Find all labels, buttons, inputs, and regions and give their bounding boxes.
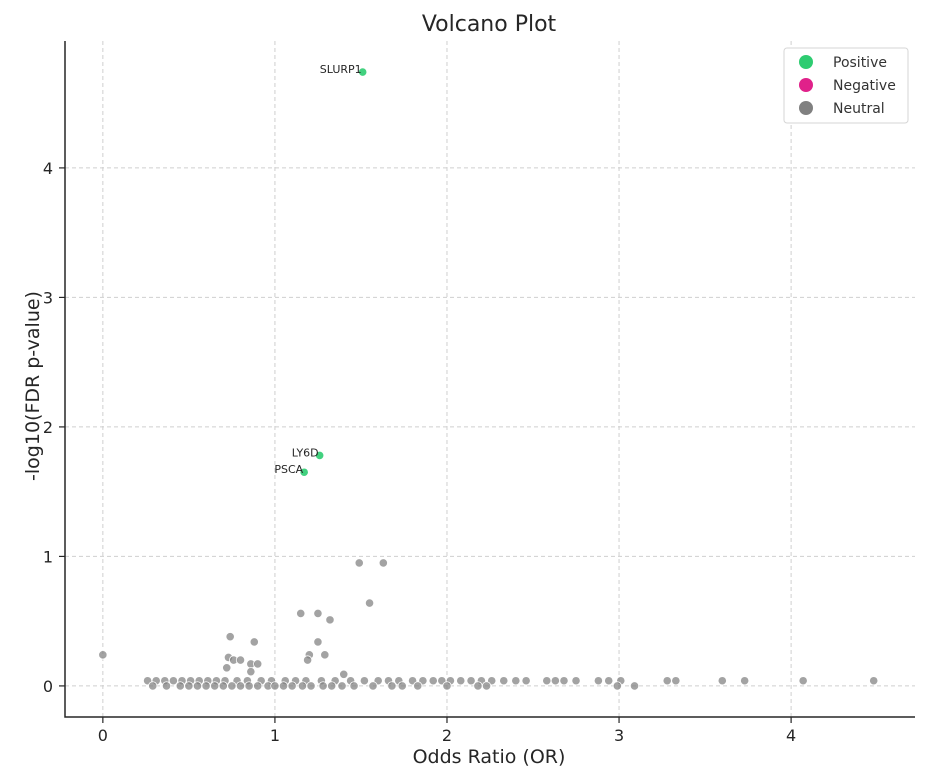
point-neutral	[235, 681, 246, 691]
point-neutral	[306, 681, 316, 691]
point-neutral	[428, 676, 438, 686]
point-neutral	[303, 655, 313, 665]
point-neutral	[339, 669, 349, 679]
point-neutral	[413, 681, 423, 691]
point-neutral	[313, 608, 323, 618]
point-neutral	[359, 676, 369, 686]
point-neutral	[368, 681, 378, 691]
x-tick-label: 3	[614, 726, 624, 745]
point-neutral	[287, 681, 297, 691]
point-positive	[358, 67, 368, 77]
point-neutral	[98, 650, 108, 660]
y-tick-label: 1	[43, 547, 53, 566]
x-tick-label: 1	[270, 726, 280, 745]
y-axis-label: -log10(FDR p-value)	[22, 291, 44, 481]
legend-frame	[783, 47, 909, 124]
legend-label-neutral: Neutral	[833, 101, 885, 117]
point-neutral	[740, 676, 750, 686]
point-neutral	[210, 681, 220, 691]
point-neutral	[327, 681, 337, 691]
point-neutral	[253, 659, 263, 669]
point-neutral	[671, 676, 681, 686]
point-neutral	[662, 676, 672, 686]
legend-marker-positive	[799, 55, 813, 69]
point-neutral	[337, 681, 347, 691]
point-neutral	[559, 676, 569, 686]
axis-spines	[64, 41, 915, 718]
y-tick-label: 2	[43, 418, 53, 437]
point-neutral	[235, 655, 246, 665]
point-neutral	[473, 681, 483, 691]
y-tick-label: 4	[43, 159, 53, 178]
point-neutral	[612, 681, 622, 691]
point-neutral	[296, 608, 306, 618]
legend: Positive Negative Neutral	[783, 47, 909, 124]
point-neutral	[227, 681, 237, 691]
point-label: LY6D	[292, 446, 319, 459]
y-tick-label: 3	[43, 288, 53, 307]
point-neutral	[397, 681, 407, 691]
point-neutral	[175, 681, 185, 691]
point-neutral	[222, 663, 232, 673]
point-neutral	[542, 676, 552, 686]
point-neutral	[349, 681, 359, 691]
point-neutral	[246, 667, 256, 677]
point-neutral	[442, 681, 452, 691]
legend-label-negative: Negative	[833, 78, 896, 94]
point-neutral	[184, 681, 194, 691]
point-neutral	[253, 681, 263, 691]
grid-lines	[65, 41, 915, 717]
x-tick-label: 2	[442, 726, 452, 745]
point-neutral	[325, 615, 335, 625]
chart-title: Volcano Plot	[422, 12, 557, 37]
point-neutral	[364, 598, 375, 608]
point-positive	[315, 450, 325, 461]
legend-marker-neutral	[799, 101, 813, 115]
point-neutral	[629, 681, 640, 691]
point-neutral	[798, 676, 808, 686]
point-neutral	[604, 676, 614, 686]
point-neutral	[550, 676, 560, 686]
point-annotations: SLURP1 LY6D PSCA	[274, 63, 361, 476]
x-tick-label: 0	[98, 726, 108, 745]
point-neutral	[387, 681, 397, 691]
point-neutral	[869, 676, 879, 686]
point-neutral	[481, 681, 492, 691]
y-tick-label: 0	[43, 677, 53, 696]
point-neutral	[318, 681, 328, 691]
point-neutral	[521, 676, 531, 686]
point-neutral	[225, 632, 235, 642]
point-neutral	[593, 676, 604, 686]
point-neutral	[354, 558, 364, 568]
x-tick-label: 4	[786, 726, 796, 745]
point-neutral	[244, 681, 254, 691]
point-neutral	[466, 676, 476, 686]
x-axis-label: Odds Ratio (OR)	[413, 746, 566, 768]
axes: 0 1 2 3 4 0 1 2 3 4	[43, 41, 915, 745]
data-points	[98, 67, 879, 691]
point-neutral	[161, 681, 172, 691]
point-neutral	[278, 681, 289, 691]
point-neutral	[511, 676, 521, 686]
point-neutral	[456, 676, 466, 686]
point-neutral	[499, 676, 509, 686]
point-neutral	[201, 681, 211, 691]
point-neutral	[270, 681, 280, 691]
point-neutral	[148, 681, 158, 691]
point-neutral	[313, 637, 323, 647]
legend-marker-negative	[799, 78, 813, 92]
point-neutral	[717, 676, 727, 686]
point-label: PSCA	[274, 463, 303, 476]
point-neutral	[571, 676, 581, 686]
point-neutral	[297, 681, 308, 691]
point-neutral	[320, 650, 330, 660]
point-label: SLURP1	[320, 63, 362, 76]
point-neutral	[218, 681, 228, 691]
point-positive	[299, 467, 309, 477]
point-neutral	[249, 637, 259, 647]
legend-label-positive: Positive	[833, 55, 887, 71]
point-neutral	[192, 681, 203, 691]
point-neutral	[378, 558, 388, 568]
